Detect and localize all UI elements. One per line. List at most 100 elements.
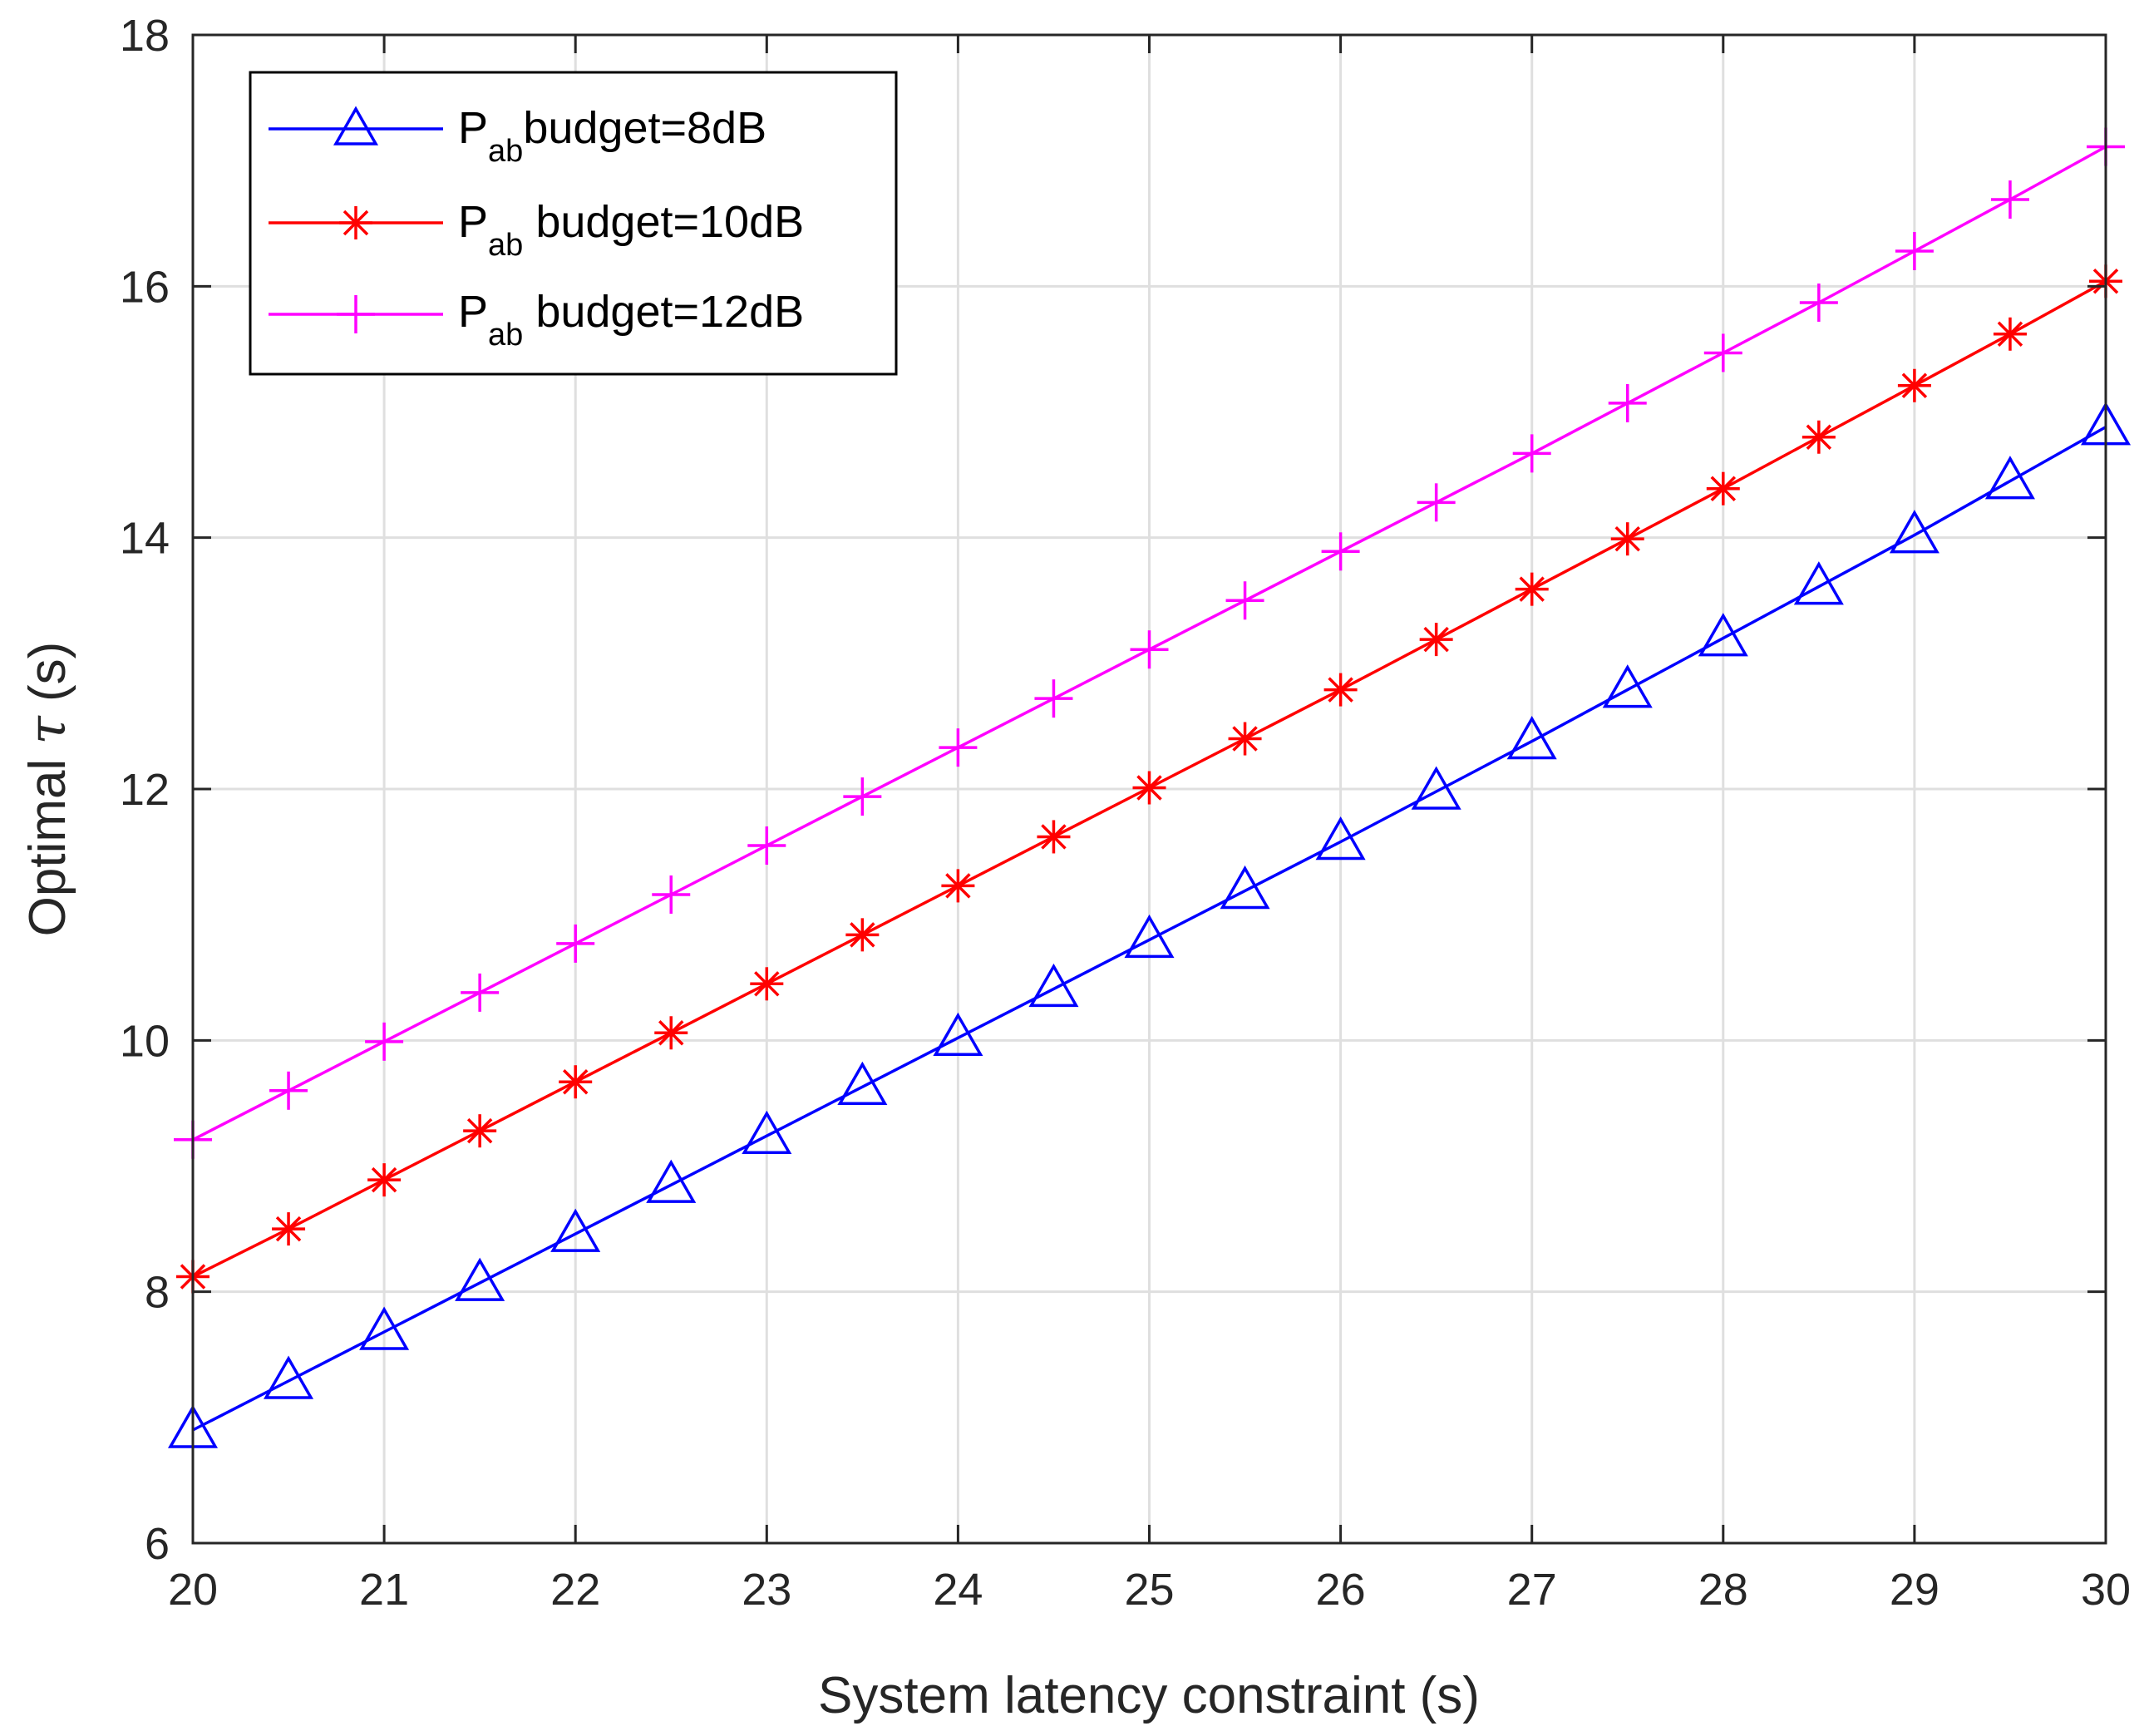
legend-triangle-marker-icon — [333, 106, 379, 145]
plus-marker — [843, 777, 882, 816]
triangle-marker — [550, 1208, 601, 1252]
x-tick-label: 29 — [1890, 1565, 1939, 1615]
plus-marker — [652, 875, 691, 914]
asterisk-stroke — [1614, 525, 1640, 552]
asterisk-stroke — [945, 873, 971, 899]
plus-marker — [1703, 333, 1742, 372]
asterisk-marker — [941, 869, 975, 903]
x-tick-label: 30 — [2081, 1565, 2131, 1615]
triangle-marker — [455, 1257, 505, 1301]
plus-marker — [1608, 383, 1647, 422]
asterisk-stroke — [275, 1216, 302, 1242]
y-tick-label: 14 — [120, 514, 170, 564]
asterisk-stroke — [562, 1068, 589, 1095]
asterisk-stroke — [1710, 476, 1737, 501]
triangle-marker — [1793, 561, 1844, 605]
asterisk-stroke — [1232, 726, 1258, 752]
asterisk-marker — [654, 1016, 688, 1050]
y-axis-label: Optimal τ (s) — [17, 642, 77, 937]
plus-marker — [939, 728, 978, 767]
asterisk-marker — [845, 918, 880, 952]
x-tick-label: 26 — [1316, 1565, 1366, 1615]
asterisk-stroke — [850, 922, 875, 948]
plus-marker — [747, 826, 786, 866]
legend-asterisk-marker-icon — [339, 206, 372, 239]
legend-label-10db-sub: ab — [488, 228, 523, 263]
legend-label-8db-rest: budget=8dB — [523, 103, 766, 153]
y-tick-label: 8 — [145, 1268, 170, 1318]
plus-marker — [1321, 532, 1360, 571]
legend-label-12db-main: P — [458, 287, 488, 337]
triangle-marker — [1028, 963, 1079, 1008]
legend-label-10db-rest: budget=10dB — [523, 197, 804, 247]
asterisk-stroke — [1901, 372, 1928, 398]
x-tick-label: 21 — [359, 1565, 409, 1615]
y-axis-label-suffix: (s) — [19, 642, 76, 717]
triangle-marker — [1698, 613, 1748, 657]
y-axis-label-symbol: τ — [17, 715, 77, 745]
asterisk-stroke — [371, 1166, 397, 1193]
plus-marker — [1034, 679, 1073, 718]
y-tick-label: 6 — [145, 1519, 170, 1569]
plus-marker — [269, 1071, 308, 1110]
asterisk-marker — [1706, 471, 1740, 506]
plus-marker — [556, 924, 595, 963]
asterisk-marker — [1037, 820, 1071, 854]
asterisk-marker — [750, 967, 784, 1001]
legend-entry-12db: Pab budget=12dB — [269, 287, 804, 353]
x-tick-label: 25 — [1124, 1565, 1174, 1615]
triangle-marker — [1602, 664, 1653, 708]
plus-marker — [1417, 483, 1456, 522]
legend-label-10db: Pab budget=10dB — [458, 197, 804, 263]
y-tick-label: 12 — [120, 765, 170, 815]
x-axis-label: System latency constraint (s) — [818, 1667, 1480, 1724]
asterisk-stroke — [1041, 824, 1067, 850]
asterisk-stroke — [1806, 424, 1832, 450]
triangle-marker — [264, 1355, 314, 1399]
asterisk-marker — [1132, 771, 1166, 805]
plus-marker — [365, 1022, 404, 1061]
asterisk-marker — [1323, 673, 1358, 707]
series-line — [192, 426, 2107, 1432]
asterisk-stroke — [658, 1020, 684, 1046]
legend-label-8db-main: P — [458, 103, 488, 153]
asterisk-marker — [1228, 722, 1262, 756]
asterisk-stroke — [754, 971, 780, 997]
plus-marker — [1225, 581, 1264, 620]
legend-entry-10db: Pab budget=10dB — [269, 197, 804, 263]
triangle-marker — [1220, 865, 1270, 910]
x-tick-label: 28 — [1698, 1565, 1748, 1615]
triangle-marker — [1315, 816, 1366, 861]
plus-marker — [1799, 283, 1838, 322]
legend: Pabbudget=8dB Pab budget=10dB Pab budget… — [249, 71, 898, 376]
y-axis-label-prefix: Optimal — [19, 745, 76, 937]
legend-label-12db-sub: ab — [488, 318, 523, 353]
triangle-marker — [1124, 914, 1175, 959]
triangle-marker — [837, 1061, 888, 1106]
x-tick-label: 20 — [168, 1565, 218, 1615]
asterisk-stroke — [1997, 321, 2023, 348]
plus-marker — [1512, 434, 1551, 473]
triangle-marker — [1889, 510, 1939, 554]
legend-entry-8db: Pabbudget=8dB — [269, 103, 766, 169]
tick-labels: 20 21 22 23 24 25 26 27 28 29 30 6 8 10 12 14 16 18 — [120, 11, 2131, 1615]
asterisk-marker — [367, 1163, 402, 1197]
triangle-marker — [1984, 456, 2035, 500]
legend-plus-marker-icon — [337, 295, 375, 333]
series-layer — [167, 127, 2132, 1448]
triangle-marker — [1506, 716, 1557, 760]
asterisk-marker — [559, 1065, 593, 1099]
asterisk-marker — [272, 1212, 306, 1246]
asterisk-stroke — [1328, 677, 1353, 703]
plus-marker — [1895, 232, 1934, 271]
y-tick-label: 16 — [120, 262, 170, 312]
series-1 — [167, 402, 2132, 1448]
asterisk-marker — [1610, 522, 1644, 556]
triangle-marker — [646, 1159, 697, 1203]
x-tick-label: 23 — [742, 1565, 791, 1615]
legend-label-12db: Pab budget=12dB — [458, 287, 804, 353]
triangle-marker — [933, 1012, 983, 1057]
y-tick-label: 10 — [120, 1016, 170, 1066]
legend-label-8db: Pabbudget=8dB — [458, 103, 766, 169]
